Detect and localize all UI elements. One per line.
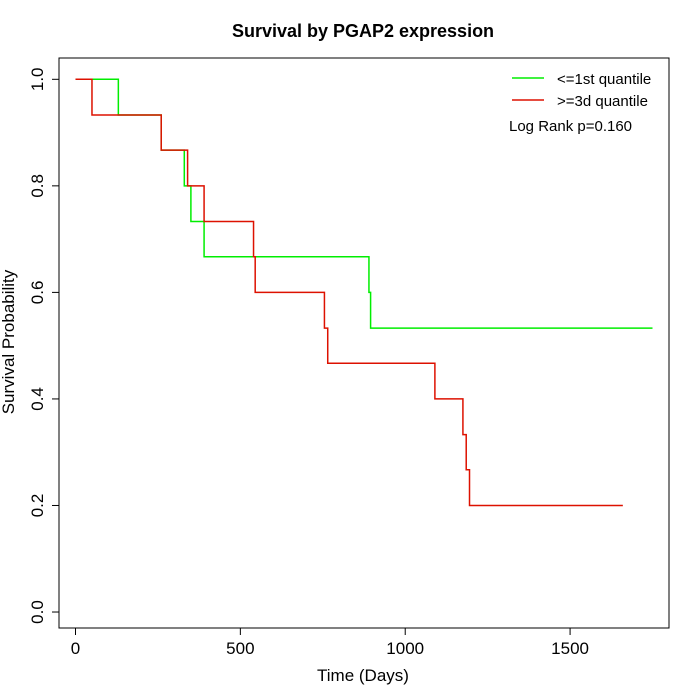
- y-tick-label: 0.6: [28, 281, 47, 305]
- survival-curve-low: [75, 78, 653, 329]
- x-tick-label: 500: [226, 639, 254, 658]
- legend-label-high: >=3d quantile: [557, 93, 648, 110]
- plot-frame: [58, 57, 670, 629]
- chart-title: Survival by PGAP2 expression: [232, 21, 494, 41]
- y-tick-label: 0.4: [28, 387, 47, 411]
- x-tick-label: 1000: [386, 639, 424, 658]
- survival-curve-high: [75, 78, 623, 507]
- log-rank-annotation: Log Rank p=0.160: [509, 118, 632, 135]
- y-tick-label: 0.2: [28, 494, 47, 518]
- legend-label-low: <=1st quantile: [557, 71, 651, 88]
- x-axis: 0 500 1000 1500: [71, 627, 589, 658]
- x-tick-label: 0: [71, 639, 80, 658]
- y-tick-label: 1.0: [28, 67, 47, 91]
- y-tick-label: 0.8: [28, 174, 47, 198]
- y-tick-label: 0.0: [28, 600, 47, 624]
- x-axis-label: Time (Days): [317, 666, 409, 685]
- legend: <=1st quantile >=3d quantile: [512, 71, 651, 110]
- y-axis-label: Survival Probability: [0, 269, 18, 414]
- survival-curves: [75, 78, 653, 507]
- x-tick-label: 1500: [551, 639, 589, 658]
- y-axis: 0.0 0.2 0.4 0.6 0.8 1.0: [28, 67, 60, 624]
